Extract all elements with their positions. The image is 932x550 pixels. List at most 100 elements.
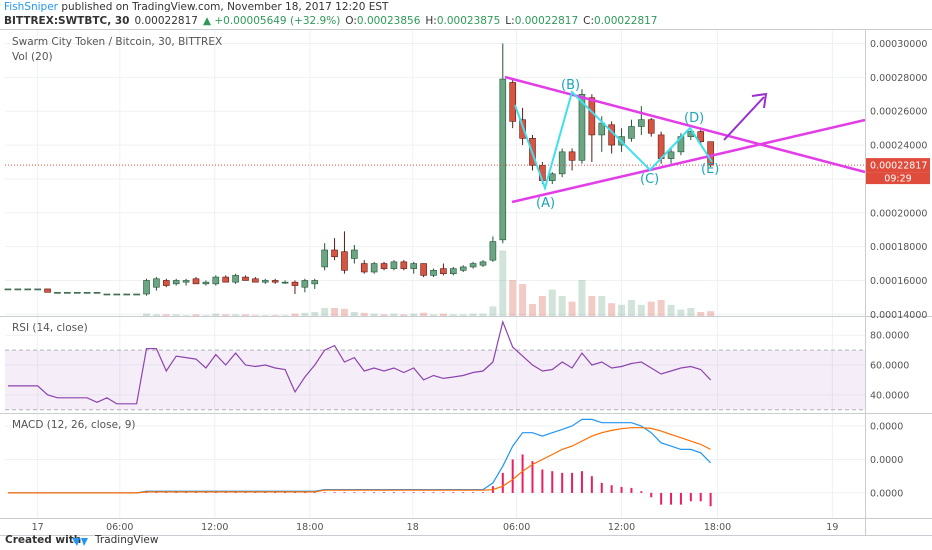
trend-line xyxy=(511,118,866,204)
volume-bar xyxy=(241,314,249,316)
footer-brand[interactable]: TradingView xyxy=(94,534,159,546)
candle-body xyxy=(271,280,279,283)
volume-bar xyxy=(430,314,438,316)
x-tick-label: 06:00 xyxy=(503,522,530,533)
candle-body xyxy=(34,288,41,291)
drawings: (A) (B) (C) (D) (E) xyxy=(504,75,866,211)
candle-body xyxy=(558,151,566,175)
candle-body xyxy=(469,263,477,268)
candle-body xyxy=(697,131,705,142)
histogram-bar xyxy=(689,492,692,502)
volume-bar xyxy=(261,315,269,316)
candle-body xyxy=(163,280,170,286)
candle-body xyxy=(430,270,437,276)
x-tick-label: 06:00 xyxy=(106,522,133,533)
candle-body xyxy=(440,268,447,274)
candle-body xyxy=(252,278,259,283)
candle-body xyxy=(143,280,150,295)
volume-bar xyxy=(588,296,596,316)
author[interactable]: FishSniper xyxy=(4,1,59,13)
y-tick-label: 0.00028000 xyxy=(870,73,927,84)
rsi-band xyxy=(5,350,865,410)
candle-body xyxy=(499,78,507,241)
y-tick-label: 0.0000 xyxy=(870,422,903,433)
candle-body xyxy=(479,261,487,266)
histogram-bar xyxy=(204,492,207,493)
histogram-bar xyxy=(244,492,247,493)
volume-bar xyxy=(687,308,695,316)
volume-bar xyxy=(192,314,200,316)
candle-body xyxy=(568,151,576,161)
publish-text: published on TradingView.com, November 1… xyxy=(58,1,389,13)
candle-body xyxy=(44,288,51,293)
histogram-bar xyxy=(175,492,178,493)
histogram-bar xyxy=(264,492,267,493)
price: 0.00022817 xyxy=(134,15,197,27)
volume-bar xyxy=(143,313,151,316)
candle-body xyxy=(509,82,516,122)
grid-layer xyxy=(5,30,865,518)
histogram-bar xyxy=(541,469,544,493)
trend-line xyxy=(504,75,866,174)
volume-bar xyxy=(380,314,388,316)
y-tick-label: 80.0000 xyxy=(870,331,909,342)
histogram-bar xyxy=(254,492,257,493)
volume-bar xyxy=(281,315,289,316)
volume-bar xyxy=(212,313,220,316)
volume-bar xyxy=(608,303,616,316)
volume-bar xyxy=(390,313,398,316)
histogram-bar xyxy=(145,492,148,493)
volume-bar xyxy=(449,314,457,316)
footer-created: Created with xyxy=(5,534,81,546)
countdown-label: 09:29 xyxy=(884,174,911,185)
wave-path xyxy=(514,90,713,192)
ohlc-label: H: xyxy=(425,15,436,27)
x-tick-label: 18:00 xyxy=(296,522,323,533)
candle-body xyxy=(638,119,645,127)
candle-body xyxy=(64,292,71,294)
candle-body xyxy=(420,263,427,276)
histogram-bar xyxy=(165,492,168,493)
candle-body xyxy=(153,278,160,288)
histogram-bar xyxy=(481,492,484,493)
ohlc-label: O: xyxy=(345,15,357,27)
volume-bar xyxy=(420,312,428,316)
candle-body xyxy=(291,281,299,286)
x-tick-label: 12:00 xyxy=(201,522,228,533)
candle-body xyxy=(242,276,249,281)
candle-body xyxy=(83,292,91,294)
y-tick-label: 0.00014000 xyxy=(870,310,927,321)
volume-bar xyxy=(459,314,467,316)
volume-bar xyxy=(350,312,358,316)
symbol: BITTREX:SWTBTC, 30 xyxy=(4,15,129,27)
volume-bar xyxy=(400,314,408,316)
histogram-bar xyxy=(363,492,366,493)
wave-label: (A) xyxy=(536,196,555,211)
ohlc-label: L: xyxy=(505,15,514,27)
volume-bar xyxy=(657,300,665,316)
rsi-title: RSI (14, close) xyxy=(12,322,88,334)
histogram-bar xyxy=(412,492,415,493)
candle-body xyxy=(172,280,180,285)
volume-bar xyxy=(311,312,319,316)
y-tick-label: 60.0000 xyxy=(870,361,909,372)
histogram-bar xyxy=(422,492,425,493)
wave-label: (B) xyxy=(561,78,580,93)
candle-body xyxy=(390,261,398,269)
last-price-label: 0.00022817 xyxy=(870,161,927,172)
candle-body xyxy=(360,263,368,273)
histogram-bar xyxy=(630,487,633,493)
volume-bar xyxy=(568,301,576,316)
histogram-bar xyxy=(293,492,296,493)
candle-body xyxy=(212,276,220,285)
rsi-line xyxy=(8,319,712,405)
ohlc-value: 0.00023875 xyxy=(437,15,500,27)
histogram-bar xyxy=(561,472,564,493)
histogram-bar xyxy=(214,492,217,493)
volume-bar xyxy=(558,296,566,316)
histogram-bar xyxy=(274,492,277,493)
y-tick-label: 40.0000 xyxy=(870,390,909,401)
histogram-bar xyxy=(442,492,445,493)
